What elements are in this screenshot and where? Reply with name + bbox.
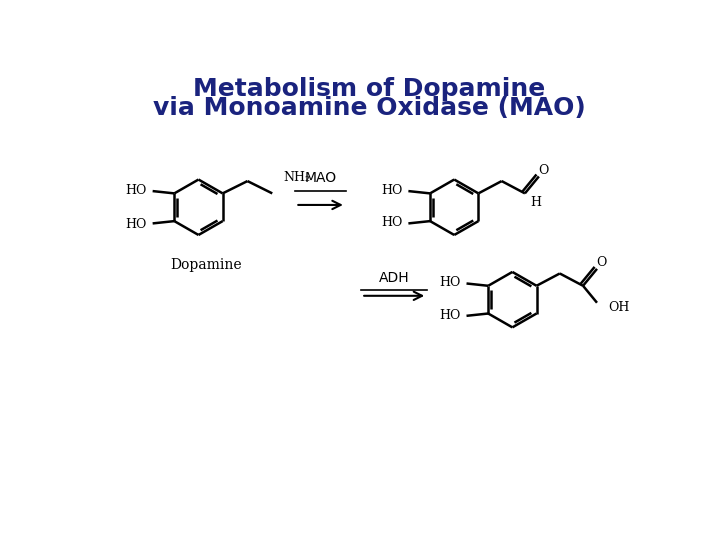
- Text: O: O: [596, 256, 607, 269]
- Text: HO: HO: [381, 184, 402, 197]
- Text: HO: HO: [439, 308, 460, 321]
- Text: NH₂: NH₂: [283, 171, 310, 184]
- Text: ADH: ADH: [379, 271, 410, 285]
- Text: O: O: [539, 164, 549, 177]
- Text: MAO: MAO: [305, 171, 337, 185]
- Text: HO: HO: [125, 218, 146, 231]
- Text: HO: HO: [125, 184, 146, 197]
- Text: HO: HO: [439, 276, 460, 289]
- Text: H: H: [530, 196, 541, 209]
- Text: via Monoamine Oxidase (MAO): via Monoamine Oxidase (MAO): [153, 96, 585, 120]
- Text: Metabolism of Dopamine: Metabolism of Dopamine: [193, 77, 545, 102]
- Text: Dopamine: Dopamine: [171, 258, 242, 272]
- Text: OH: OH: [608, 301, 629, 314]
- Text: HO: HO: [381, 216, 402, 229]
